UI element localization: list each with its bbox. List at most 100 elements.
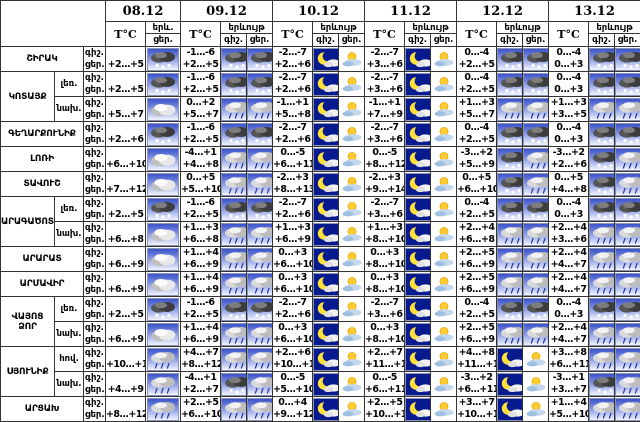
moon-cloud-icon xyxy=(313,72,338,96)
night-weather-icon-cell xyxy=(588,371,616,397)
day-weather-icon-cell xyxy=(522,171,550,197)
night-label: գիշ. xyxy=(85,123,104,133)
night-weather-icon-cell xyxy=(220,321,248,347)
temperature-cell: 0...+3 +8...+10 xyxy=(364,246,406,272)
night-temp xyxy=(107,148,145,160)
night-temp: 0...-5 xyxy=(372,372,397,384)
day-temp: +4...+8 xyxy=(182,159,219,170)
sun-cloud-icon xyxy=(524,376,548,393)
day-temp: +2...+6 xyxy=(274,84,311,95)
day-temp: +2...+5 xyxy=(458,134,495,145)
temperature-cell: -2...-7 +3...+6 xyxy=(364,46,406,72)
moon-cloud-icon xyxy=(313,247,338,271)
time-label-cell: գիշ. ցեր. xyxy=(82,71,107,97)
cloud-icon xyxy=(147,172,180,196)
day-temp: +5...+10 xyxy=(273,384,313,395)
night-temp xyxy=(107,98,145,110)
night-weather-icon-cell xyxy=(496,321,524,347)
day-weather-icon-cell xyxy=(338,321,366,347)
night-temp: +3...+8 xyxy=(550,347,587,359)
rain-cloud-icon xyxy=(589,322,614,346)
night-label: գիշ. xyxy=(85,198,104,208)
night-weather-icon-cell xyxy=(220,96,248,122)
rain-cloud-icon xyxy=(247,97,272,121)
night-weather-icon-cell xyxy=(312,321,340,347)
moon-cloud-icon xyxy=(497,347,522,371)
night-weather-icon-cell xyxy=(312,396,340,422)
temperature-cell: +8...+12 xyxy=(105,396,147,422)
sun-cloud-icon xyxy=(432,251,456,268)
time-label-cell: գիշ. ցեր. xyxy=(82,96,107,122)
time-label-cell: գիշ. ցեր. xyxy=(82,221,107,247)
day-label: ցեր. xyxy=(85,260,105,270)
temperature-cell: 0...+2 +5...+7 xyxy=(180,96,222,122)
day-weather-icon-cell xyxy=(246,146,274,172)
sun-cloud-icon xyxy=(340,351,364,368)
day-weather-icon-cell xyxy=(430,96,458,122)
snow-cloud-icon xyxy=(589,197,614,221)
day-temp: 0...+3 xyxy=(554,309,583,320)
region-name-cell: ԱՐԱԳԱԾՈՏՆ xyxy=(0,196,55,247)
day-temp: +2...+5 xyxy=(107,209,144,220)
night-weather-icon-cell xyxy=(312,71,340,97)
day-weather-icon-cell xyxy=(614,221,640,247)
moon-cloud-icon xyxy=(405,222,430,246)
moon-cloud-icon xyxy=(405,247,430,271)
night-weather-icon-cell xyxy=(496,46,524,72)
cloud-icon xyxy=(147,147,180,171)
table-row: ԿՈՏԱՅՔ լեռ. գիշ. ցեր. +2...+5 -1...-6 +2...+5-… xyxy=(0,71,640,122)
day-temp: +6...+10 xyxy=(106,159,146,170)
day-weather-icon-cell xyxy=(614,346,640,372)
snow-cloud-icon xyxy=(497,147,522,171)
night-weather-icon-cell xyxy=(404,271,432,297)
date-header: 08.12 xyxy=(105,0,182,22)
day-weather-icon-cell xyxy=(246,396,274,422)
night-temp: -2...-7 xyxy=(278,47,307,59)
day-weather-icon-cell xyxy=(246,96,274,122)
weather-icon-cell xyxy=(145,271,182,297)
day-temp: +6...+9 xyxy=(107,284,144,295)
night-weather-icon-cell xyxy=(588,96,616,122)
night-temp: -1...-6 xyxy=(186,297,215,309)
sun-cloud-icon xyxy=(340,226,364,243)
weather-icon-cell xyxy=(145,221,182,247)
table-row: ԼՈՌԻ գիշ. ցեր. +6...+10 -4...+1 +4...+8 0...-5… xyxy=(0,146,640,172)
night-temp: 0...+3 xyxy=(370,247,399,259)
time-label-cell: գիշ. ցեր. xyxy=(82,246,107,272)
day-weather-icon-cell xyxy=(338,171,366,197)
night-weather-icon-cell xyxy=(496,296,524,322)
day-weather-icon-cell xyxy=(430,221,458,247)
day-weather-icon-cell xyxy=(614,146,640,172)
day-weather-icon-cell xyxy=(522,146,550,172)
night-temp: 0...-4 xyxy=(464,297,489,309)
subregion-cell: հով. xyxy=(54,346,84,372)
day-weather-icon-cell xyxy=(338,296,366,322)
date-header: 09.12 xyxy=(180,0,274,22)
temperature-cell: 0...+4 +9...+12 xyxy=(272,396,314,422)
day-temp: +2...+5 xyxy=(182,209,219,220)
day-temp: +2...+5 xyxy=(458,309,495,320)
day-temp: +11...+15 xyxy=(457,359,496,370)
snow-cloud-icon xyxy=(523,197,548,221)
night-weather-icon-cell xyxy=(496,171,524,197)
day-weather-icon-cell xyxy=(246,196,274,222)
night-temp: -4...+1 xyxy=(184,372,217,384)
phenomenon-header: երևույթ xyxy=(220,21,274,34)
night-temp: +2...+7 xyxy=(366,347,403,359)
rain-cloud-icon xyxy=(147,397,180,421)
temperature-cell: +2...+5 +6...+9 xyxy=(456,271,498,297)
night-temp xyxy=(107,48,145,60)
day-temp: +3...+5 xyxy=(550,109,587,120)
snow-cloud-icon xyxy=(221,122,246,146)
day-weather-icon-cell xyxy=(614,246,640,272)
day-temp: +11...+15 xyxy=(365,359,404,370)
day-temp: +6...+11 xyxy=(457,384,497,395)
night-temp: +1...+4 xyxy=(182,272,219,284)
temperature-cell: +4...+8+11...+15 xyxy=(456,346,498,372)
rain-cloud-icon xyxy=(589,247,614,271)
night-weather-icon-cell xyxy=(404,221,432,247)
rain-cloud-icon xyxy=(497,272,522,296)
temperature-cell: +2...+7+11...+15 xyxy=(364,346,406,372)
sun-cloud-icon xyxy=(340,101,364,118)
moon-cloud-icon xyxy=(313,147,338,171)
